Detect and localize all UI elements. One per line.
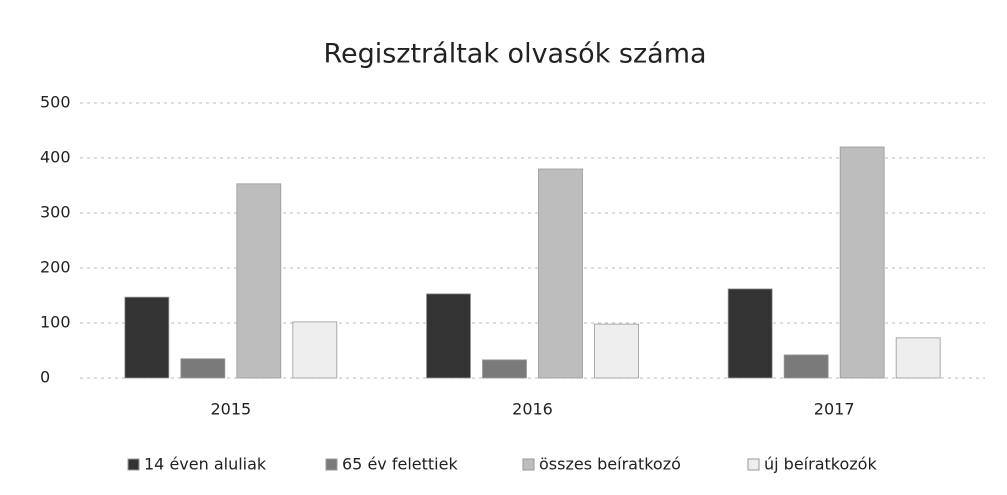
legend-label: új beíratkozók (764, 455, 877, 474)
bar (895, 337, 941, 379)
legend-swatch (127, 458, 140, 471)
legend-swatch (747, 458, 760, 471)
x-tick-label: 2016 (512, 400, 553, 419)
bar (594, 323, 639, 379)
y-tick-label: 100 (40, 313, 71, 332)
y-tick-label: 0 (40, 368, 50, 387)
legend-label: 14 éven aluliak (144, 455, 267, 474)
y-tick-label: 200 (40, 258, 71, 277)
legend-label: összes beíratkozó (539, 455, 681, 474)
bar (727, 288, 773, 379)
bar (783, 354, 829, 379)
bar (180, 358, 226, 379)
legend-swatch (522, 458, 535, 471)
bar (426, 293, 471, 379)
bar (292, 321, 338, 379)
y-tick-label: 300 (40, 203, 71, 222)
bar (538, 168, 583, 379)
bar (236, 183, 282, 379)
legend-swatch (325, 458, 338, 471)
bar (839, 146, 885, 379)
bar (124, 296, 170, 379)
y-tick-label: 400 (40, 148, 71, 167)
x-tick-label: 2015 (210, 400, 251, 419)
bar (482, 359, 527, 379)
x-tick-label: 2017 (814, 400, 855, 419)
y-tick-label: 500 (40, 93, 71, 112)
legend-label: 65 év felettiek (342, 455, 458, 474)
chart-title: Regisztráltak olvasók száma (323, 39, 706, 70)
